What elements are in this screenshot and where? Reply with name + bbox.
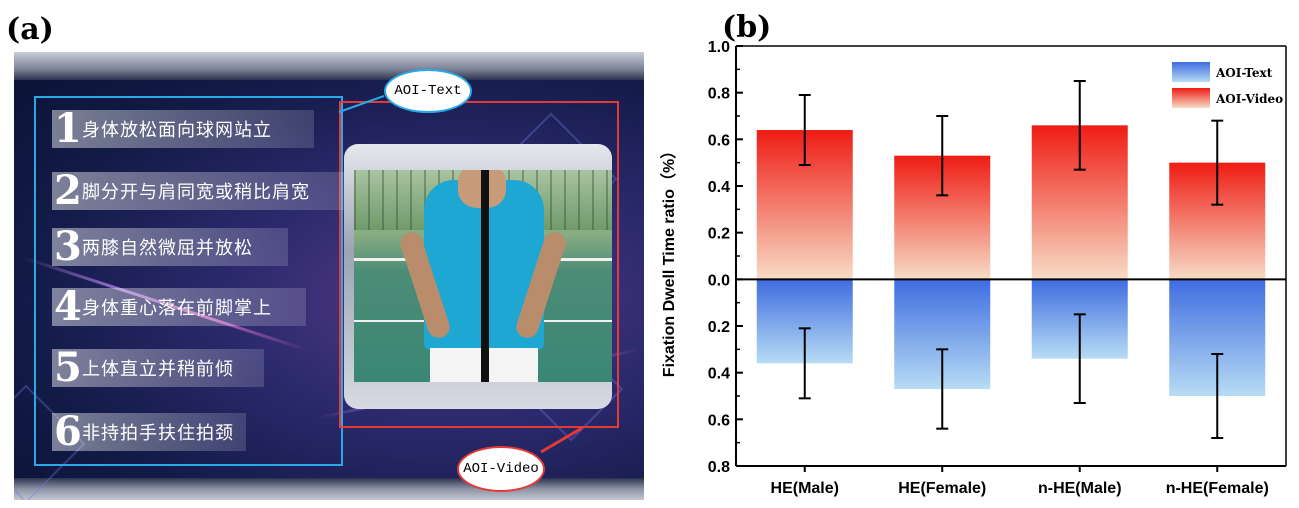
step-text: 两膝自然微屈并放松: [82, 238, 253, 259]
y-tick-label: 0.4: [708, 366, 730, 383]
y-tick-label: 1.0: [708, 40, 730, 56]
step-item-4: 4 身体重心落在前脚掌上: [52, 283, 306, 330]
step-text: 上体直立并稍前倾: [82, 359, 234, 380]
callout-arrow-text: [338, 95, 385, 113]
aoi-video-callout: AOI-Video: [457, 446, 545, 492]
callout-arrows: [338, 95, 583, 454]
y-tick-label: 0.8: [708, 459, 730, 476]
step-number: 2: [54, 167, 82, 214]
x-tick-label: HE(Male): [771, 480, 839, 497]
panel-label-a: (a): [6, 12, 54, 47]
step-number: 3: [54, 223, 82, 270]
y-tick-label: 0.2: [708, 319, 730, 336]
panel-label-b: (b): [722, 10, 772, 45]
tennis-racket: [481, 170, 489, 382]
y-tick-label: 0.4: [708, 179, 730, 196]
step-text: 非持拍手扶住拍颈: [82, 423, 234, 444]
step-number: 6: [54, 408, 82, 455]
step-text: 身体重心落在前脚掌上: [82, 298, 272, 319]
y-tick-label: 0.0: [708, 272, 730, 289]
step-item-2: 2 脚分开与肩同宽或稍比肩宽: [52, 167, 347, 214]
bar-chart: HE(Male) HE(Female) n-HE(Male) n-HE(Female)…: [660, 40, 1287, 497]
y-axis-label: Fixation Dwell Time ratio（%）: [660, 143, 678, 377]
step-item-3: 3 两膝自然微屈并放松: [52, 223, 288, 270]
x-tick-label: HE(Female): [898, 480, 986, 497]
plot-area: HE(Male) HE(Female) n-HE(Male) n-HE(Female)…: [708, 40, 1287, 497]
aoi-text-callout: AOI-Text: [384, 69, 472, 113]
screenshot-figure: 1 身体放松面向球网站立 2 脚分开与肩同宽或稍比肩宽 3 两膝自然微屈并放松 …: [14, 52, 644, 500]
step-number: 1: [54, 105, 82, 152]
callout-arrow-video: [540, 426, 583, 454]
step-number: 4: [54, 283, 82, 330]
legend-label-aoi-video: AOI-Video: [1215, 92, 1283, 106]
aoi-text-box: [34, 96, 343, 466]
x-tick-label: n-HE(Male): [1038, 480, 1122, 497]
step-item-6: 6 非持拍手扶住拍颈: [52, 408, 246, 455]
y-tick-label: 0.6: [708, 132, 730, 149]
y-tick-label: 0.8: [708, 86, 730, 103]
frame-top-bar: [14, 52, 644, 80]
x-tick-label: n-HE(Female): [1166, 480, 1269, 497]
tennis-video[interactable]: [354, 170, 612, 382]
y-tick-label: 0.2: [708, 226, 730, 243]
step-item-5: 5 上体直立并稍前倾: [52, 344, 264, 391]
legend-swatch-aoi-text: [1172, 62, 1210, 82]
step-text: 脚分开与肩同宽或稍比肩宽: [82, 182, 310, 203]
legend-label-aoi-text: AOI-Text: [1215, 66, 1273, 80]
aoi-video-box: [339, 101, 619, 428]
y-tick-label: 0.6: [708, 412, 730, 429]
step-item-1: 1 身体放松面向球网站立: [52, 105, 314, 152]
legend-swatch-aoi-video: [1172, 88, 1210, 108]
step-number: 5: [54, 344, 82, 391]
step-text: 身体放松面向球网站立: [82, 120, 272, 141]
